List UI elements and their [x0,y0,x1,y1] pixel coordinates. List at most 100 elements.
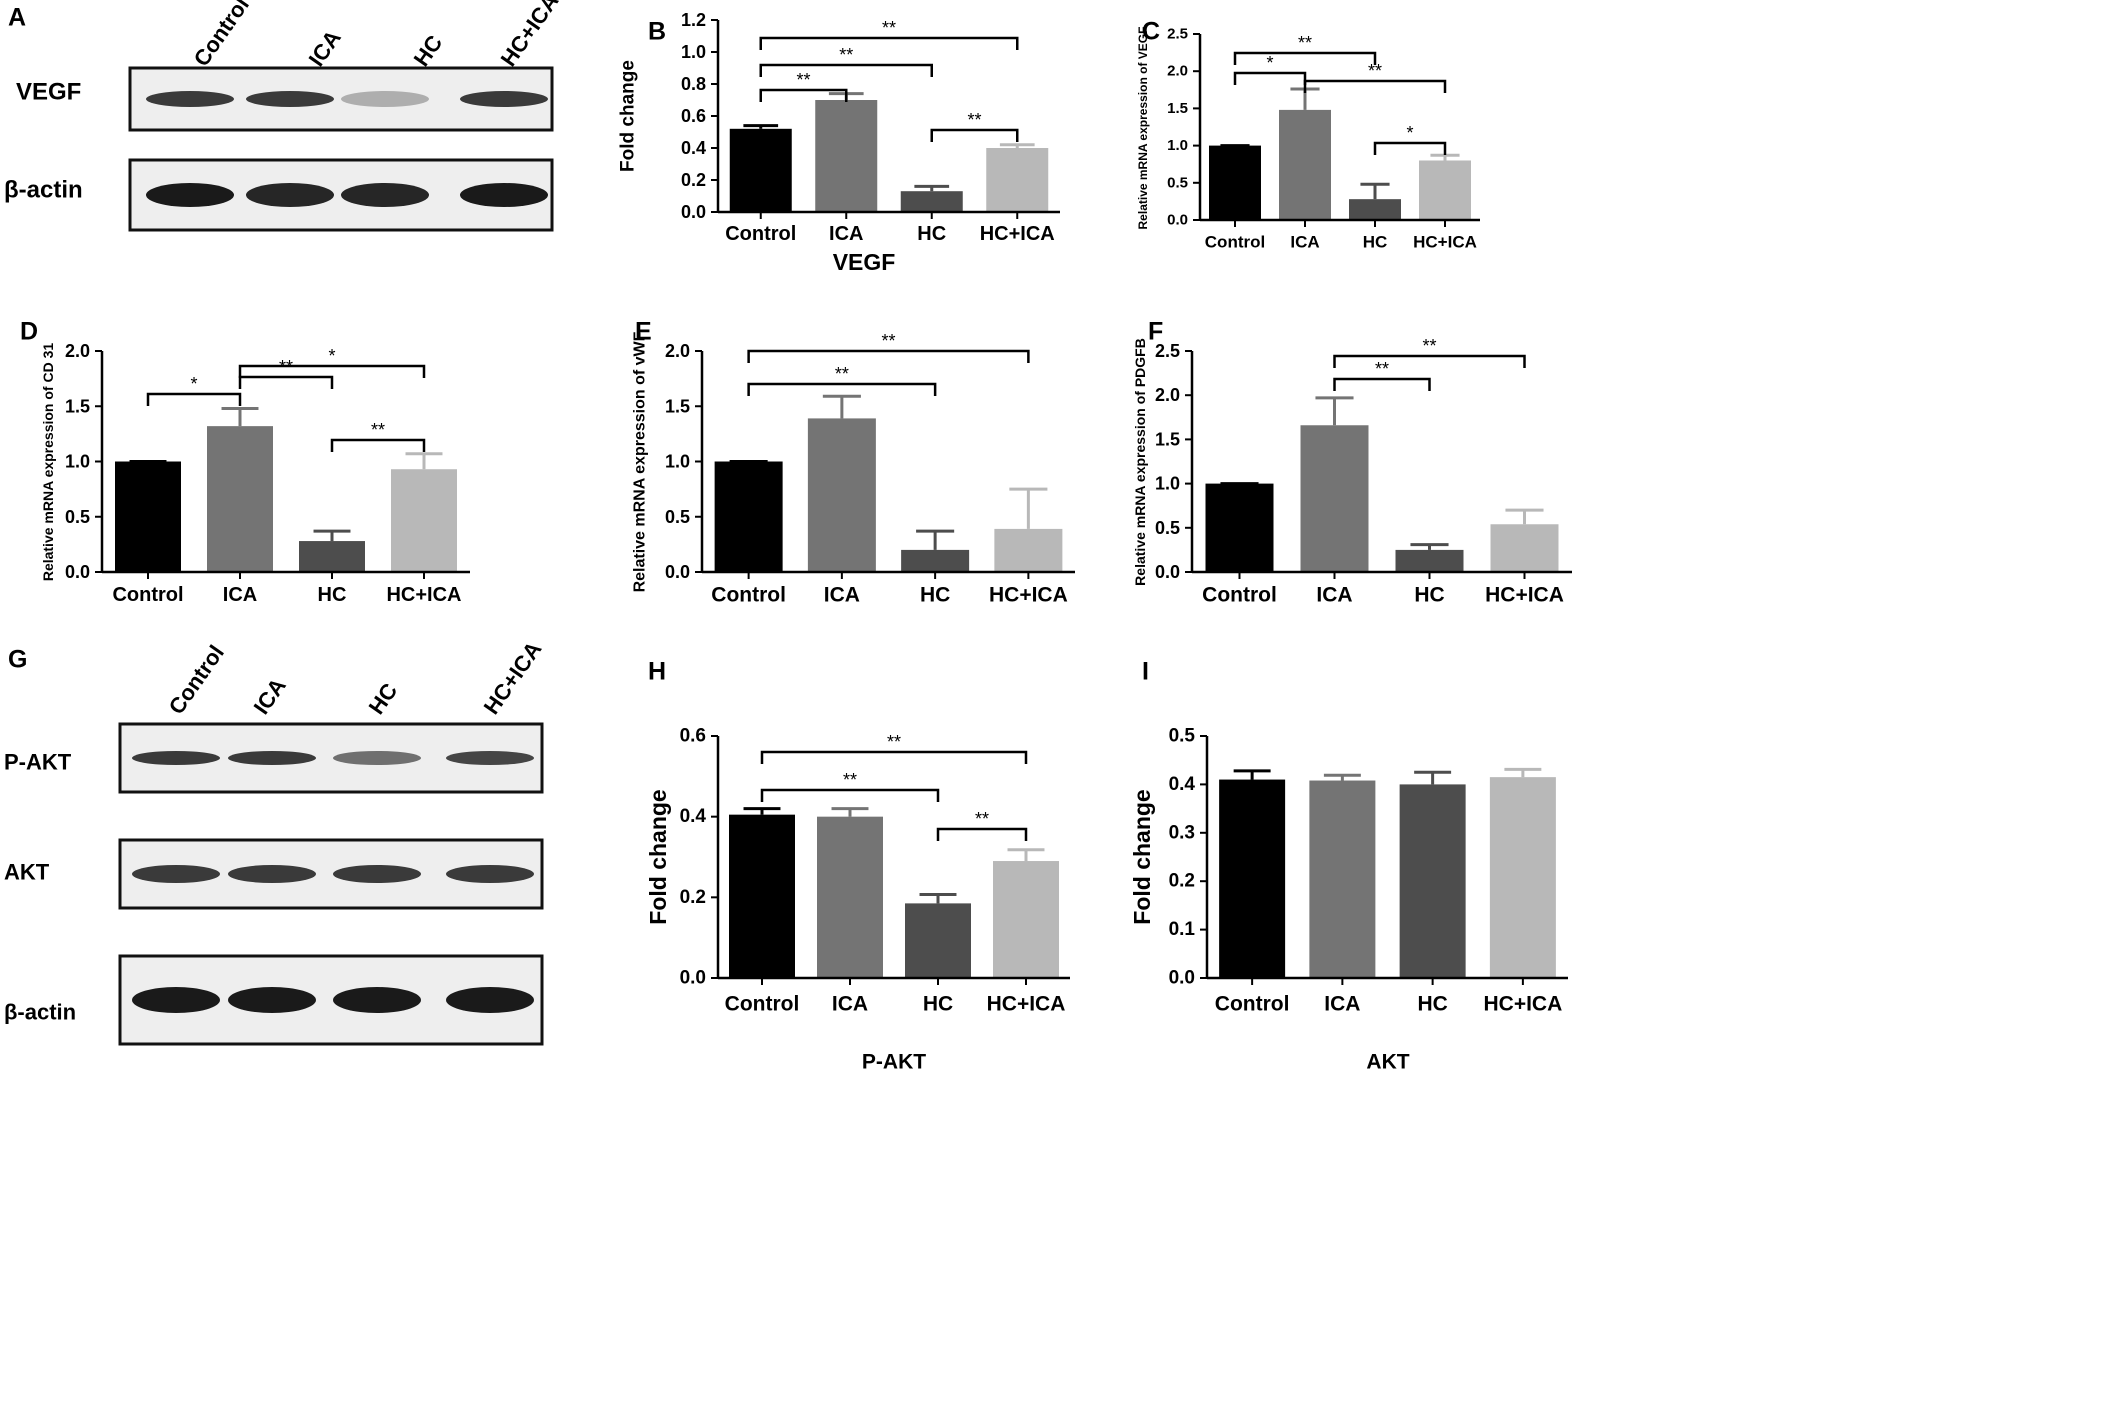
x-tick-label: Control [1215,993,1290,1016]
chart-panel-d: D 0.0 0.5 1.0 1.5 2.0 Control ICA HC HC+ICA Relati… [20,318,470,606]
blot-band [228,987,316,1013]
blot-band [333,751,421,765]
panel-letter: C [1142,18,1160,46]
bar-control [729,128,792,212]
blot-band [460,183,548,207]
blot-band [446,987,534,1013]
y-tick-label: 0.0 [1167,212,1188,229]
x-tick-label: Control [112,584,183,606]
x-tick-label: ICA [1324,993,1360,1016]
blot-row-label: P-AKT [4,750,72,775]
bar-hc-ica [1489,777,1556,978]
bar-hc-ica [391,469,457,572]
y-tick-label: 1.0 [665,452,690,472]
x-tick-label: ICA [829,223,863,245]
y-tick-label: 0.3 [1169,822,1195,843]
y-tick-label: 0.2 [681,170,706,190]
significance-label: * [1406,123,1413,143]
lane-label: ICA [249,673,291,718]
significance-bracket [747,382,937,396]
y-tick-label: 0.6 [681,106,706,126]
x-tick-label: Control [1202,584,1277,607]
bar-ica [815,100,878,212]
lane-label: Control [164,640,229,718]
y-tick-label: 1.5 [1155,429,1180,449]
bar-hc [905,903,971,978]
significance-label: ** [1375,359,1389,379]
y-tick-label: 0.0 [665,562,690,582]
significance-label: * [1266,53,1273,73]
y-tick-label: 0.5 [1155,518,1180,538]
y-axis-label: Fold change [1129,789,1155,924]
lane-label: ICA [304,25,346,70]
y-tick-label: 2.5 [1155,341,1180,361]
chart-panel-f: F 0.0 0.5 1.0 1.5 2.0 2.5 Control ICA HC HC+ICA Rel… [1132,318,1572,607]
significance-label: ** [881,331,895,351]
blot-band [341,91,429,107]
y-tick-label: 0.4 [681,138,706,158]
significance-bracket [1303,79,1447,93]
panel-letter: F [1148,318,1163,346]
bar-hc-ica [1419,160,1471,220]
y-tick-label: 0.1 [1169,919,1196,940]
blot-band [146,91,234,107]
y-tick-label: 0.5 [65,507,90,527]
bar-ica [807,418,876,572]
panel-letter: A [8,4,26,32]
x-tick-label: HC [917,223,946,245]
significance-bracket [759,88,848,102]
x-tick-label: HC+ICA [1413,233,1477,252]
significance-label: ** [796,70,810,90]
blot-band [146,183,234,207]
x-tick-label: ICA [824,584,860,607]
y-tick-label: 0.4 [680,806,707,827]
y-tick-label: 0.2 [680,887,706,908]
blot-band [246,91,334,107]
x-axis-label: VEGF [833,249,896,275]
blot-band [228,751,316,765]
y-tick-label: 0.5 [665,507,690,527]
bar-hc [1349,199,1401,220]
bar-ica [1279,109,1331,220]
bar-ica [207,426,273,572]
significance-bracket [238,375,334,389]
significance-label: ** [1298,33,1312,53]
significance-label: ** [967,110,981,130]
blot-band [446,865,534,883]
x-tick-label: HC [1414,584,1444,607]
chart-panel-i: I 0.0 0.1 0.2 0.3 0.4 0.5 Control ICA HC HC+ICA Fol… [1129,658,1568,1074]
y-tick-label: 0.0 [1155,562,1180,582]
bar-hc [901,549,970,572]
y-tick-label: 0.5 [1167,174,1188,191]
significance-bracket [759,36,1019,50]
blot-band [132,865,220,883]
significance-label: ** [835,364,849,384]
x-tick-label: HC+ICA [989,584,1068,607]
blot-band [341,183,429,207]
significance-label: * [190,374,197,394]
bar-hc-ica [993,861,1059,978]
x-tick-label: HC+ICA [1483,993,1562,1016]
significance-bracket [1373,141,1447,155]
blot-row-label: VEGF [16,79,81,106]
x-tick-label: ICA [223,584,257,606]
x-tick-label: HC+ICA [386,584,461,606]
lane-label: HC [364,678,403,718]
bar-hc-ica [1490,524,1559,572]
y-tick-label: 1.0 [1167,137,1188,154]
y-axis-label: Relative mRNA expression of PDGFB [1132,338,1148,586]
bar-ica [1309,780,1376,978]
y-tick-label: 0.0 [681,202,706,222]
blot-row-label: β-actin [4,1000,76,1025]
lane-label: Control [189,0,254,71]
y-tick-label: 0.6 [680,726,706,747]
significance-label: ** [371,420,385,440]
blot-row-label: β-actin [4,177,83,204]
lane-label: HC [409,30,448,70]
significance-label: ** [887,732,901,752]
bar-control [1205,483,1274,572]
y-tick-label: 1.0 [681,42,706,62]
blot-band [228,865,316,883]
significance-label: ** [975,809,989,829]
